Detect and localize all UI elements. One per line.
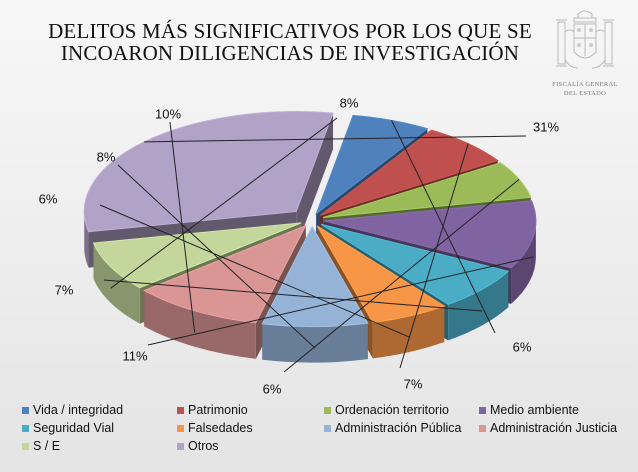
data-label: 6% [39,191,58,206]
legend-label: Administración Justicia [490,421,618,435]
legend-item: Falsedades [177,421,253,435]
legend-label: Ordenación territorio [335,403,449,417]
legend-label: Falsedades [188,421,253,435]
legend-label: S / E [33,439,61,453]
data-label: 31% [533,119,559,134]
leader-line [117,164,316,349]
leader-line [144,135,527,143]
legend-item: Administración Justicia [479,421,617,435]
legend-swatch [324,424,331,432]
legend-label: Otros [188,439,219,453]
legend-item: Seguridad Vial [22,421,114,435]
legend-item: Otros [177,439,219,453]
legend-item: Administración Pública [324,421,461,435]
leader-line [99,204,411,338]
legend-swatch [22,424,29,432]
slice-administraci-n-p-blica [261,225,369,363]
chart-title: DELITOS MÁS SIGNIFICATIVOS POR LOS QUE S… [30,20,550,64]
chart-title-line-1: DELITOS MÁS SIGNIFICATIVOS POR LOS QUE S… [48,19,532,43]
data-label: 7% [55,282,74,297]
logo-caption: FISCALÍA GENERAL DEL ESTADO [545,80,625,98]
data-label: 11% [122,348,147,363]
data-label: 10% [155,106,181,121]
legend-label: Medio ambiente [490,403,579,417]
data-label: 6% [513,339,532,354]
data-label: 7% [404,376,423,391]
legend-swatch [177,406,184,414]
legend-label: Vida / integridad [33,403,124,417]
logo-caption-line-2: DEL ESTADO [563,90,607,97]
legend-item: S / E [22,439,60,453]
leader-line [169,121,196,333]
legend-item: Ordenación territorio [324,403,449,417]
data-label: 8% [340,95,359,110]
legend-label: Patrimonio [188,403,248,417]
legend-swatch [479,406,486,414]
logo-caption-line-1: FISCALÍA GENERAL [552,81,618,88]
chart-title-line-2: INCOARON DILIGENCIAS DE INVESTIGACIÓN [60,41,520,65]
leader-line [283,178,520,373]
leader-line [103,279,483,312]
data-label: 6% [263,381,282,396]
leader-line [110,117,338,289]
coat-of-arms-logo [556,10,614,69]
legend-item: Patrimonio [177,403,248,417]
legend-swatch [177,442,184,450]
legend-swatch [479,424,486,432]
leader-line [399,143,469,369]
legend-swatch [177,424,184,432]
slice-administraci-n-justicia [143,224,307,359]
legend-item: Medio ambiente [479,403,579,417]
legend-label: Seguridad Vial [33,421,115,435]
legend-swatch [22,406,29,414]
legend-swatch [324,406,331,414]
legend-swatch [22,442,29,450]
legend-item: Vida / integridad [22,403,123,417]
data-label: 8% [97,149,116,164]
legend-label: Administración Pública [335,421,462,435]
leader-line [147,256,534,346]
